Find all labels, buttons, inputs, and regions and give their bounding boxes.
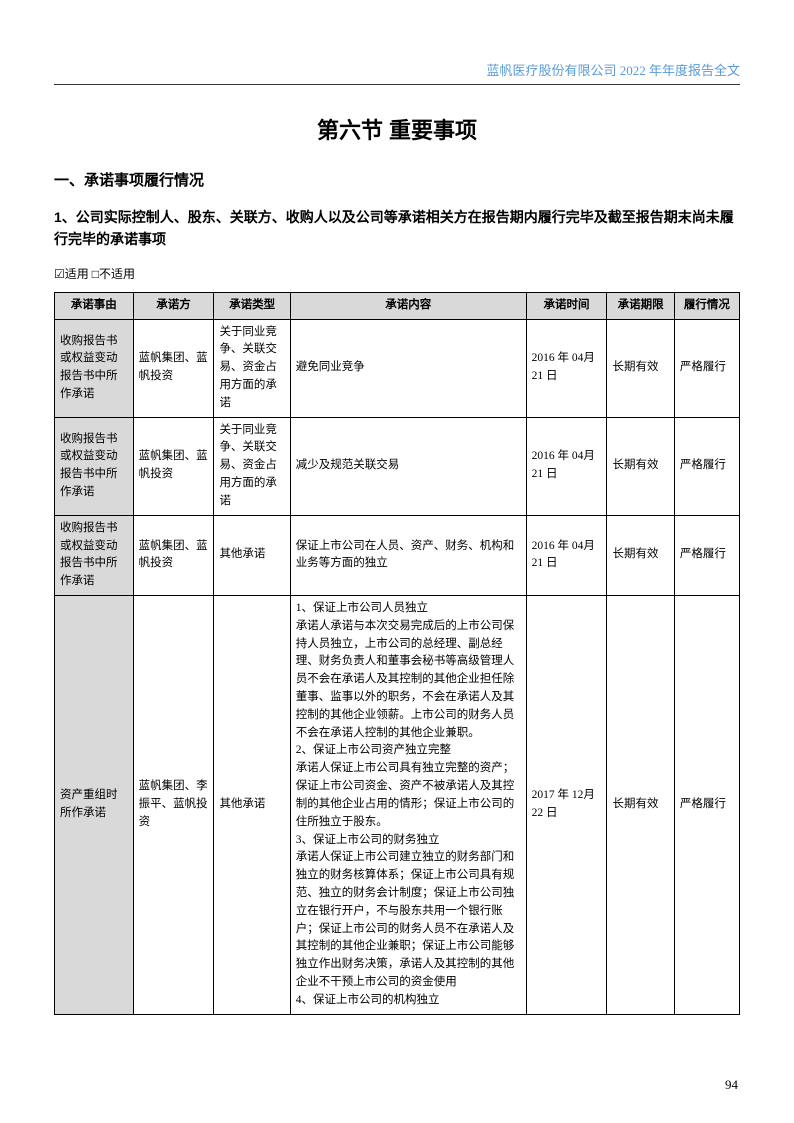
cell-deadline: 长期有效 (607, 515, 674, 595)
table-row: 收购报告书或权益变动报告书中所作承诺 蓝帆集团、蓝帆投资 关于同业竞争、关联交易… (55, 319, 740, 417)
cell-content: 保证上市公司在人员、资产、财务、机构和业务等方面的独立 (290, 515, 526, 595)
cell-type: 其他承诺 (214, 515, 290, 595)
page-header: 蓝帆医疗股份有限公司 2022 年年度报告全文 (54, 60, 740, 85)
cell-status: 严格履行 (674, 319, 739, 417)
page-number: 94 (725, 1077, 738, 1093)
col-header-content: 承诺内容 (290, 292, 526, 319)
commitments-table: 承诺事由 承诺方 承诺类型 承诺内容 承诺时间 承诺期限 履行情况 收购报告书或… (54, 292, 740, 1015)
table-row: 资产重组时所作承诺 蓝帆集团、李振平、蓝帆投资 其他承诺 1、保证上市公司人员独… (55, 595, 740, 1014)
cell-time: 2017 年 12月 22 日 (526, 595, 607, 1014)
heading-level-2: 1、公司实际控制人、股东、关联方、收购人以及公司等承诺相关方在报告期内履行完毕及… (54, 206, 740, 251)
cell-reason: 资产重组时所作承诺 (55, 595, 134, 1014)
col-header-type: 承诺类型 (214, 292, 290, 319)
col-header-status: 履行情况 (674, 292, 739, 319)
cell-party: 蓝帆集团、蓝帆投资 (133, 417, 214, 515)
cell-time: 2016 年 04月 21 日 (526, 319, 607, 417)
cell-party: 蓝帆集团、蓝帆投资 (133, 515, 214, 595)
cell-type: 关于同业竞争、关联交易、资金占用方面的承诺 (214, 417, 290, 515)
col-header-reason: 承诺事由 (55, 292, 134, 319)
cell-status: 严格履行 (674, 595, 739, 1014)
cell-content: 1、保证上市公司人员独立 承诺人承诺与本次交易完成后的上市公司保持人员独立，上市… (290, 595, 526, 1014)
col-header-deadline: 承诺期限 (607, 292, 674, 319)
table-row: 收购报告书或权益变动报告书中所作承诺 蓝帆集团、蓝帆投资 其他承诺 保证上市公司… (55, 515, 740, 595)
cell-party: 蓝帆集团、李振平、蓝帆投资 (133, 595, 214, 1014)
section-title: 第六节 重要事项 (54, 113, 740, 145)
cell-content: 避免同业竞争 (290, 319, 526, 417)
col-header-time: 承诺时间 (526, 292, 607, 319)
cell-deadline: 长期有效 (607, 319, 674, 417)
cell-deadline: 长期有效 (607, 595, 674, 1014)
cell-status: 严格履行 (674, 417, 739, 515)
col-header-party: 承诺方 (133, 292, 214, 319)
header-text: 蓝帆医疗股份有限公司 2022 年年度报告全文 (486, 63, 740, 78)
table-header-row: 承诺事由 承诺方 承诺类型 承诺内容 承诺时间 承诺期限 履行情况 (55, 292, 740, 319)
cell-party: 蓝帆集团、蓝帆投资 (133, 319, 214, 417)
cell-reason: 收购报告书或权益变动报告书中所作承诺 (55, 515, 134, 595)
heading-level-1: 一、承诺事项履行情况 (54, 169, 740, 190)
cell-deadline: 长期有效 (607, 417, 674, 515)
cell-status: 严格履行 (674, 515, 739, 595)
cell-time: 2016 年 04月 21 日 (526, 417, 607, 515)
cell-type: 其他承诺 (214, 595, 290, 1014)
cell-content: 减少及规范关联交易 (290, 417, 526, 515)
cell-reason: 收购报告书或权益变动报告书中所作承诺 (55, 319, 134, 417)
applicability-checkbox: ☑适用 □不适用 (54, 265, 740, 282)
table-row: 收购报告书或权益变动报告书中所作承诺 蓝帆集团、蓝帆投资 关于同业竞争、关联交易… (55, 417, 740, 515)
cell-time: 2016 年 04月 21 日 (526, 515, 607, 595)
cell-reason: 收购报告书或权益变动报告书中所作承诺 (55, 417, 134, 515)
cell-type: 关于同业竞争、关联交易、资金占用方面的承诺 (214, 319, 290, 417)
